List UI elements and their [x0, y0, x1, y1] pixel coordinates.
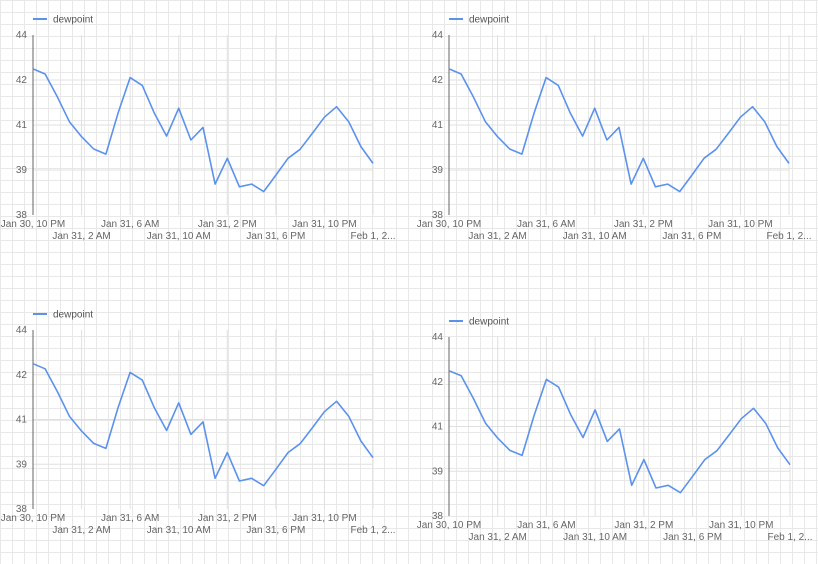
y-tick-label: 44 [16, 325, 28, 336]
x-tick-label: Jan 31, 6 PM [663, 532, 722, 543]
y-tick-label: 38 [16, 504, 28, 515]
x-tick-label: Jan 31, 10 AM [563, 532, 627, 543]
y-tick-label: 44 [432, 332, 444, 343]
y-tick-label: 39 [16, 459, 28, 470]
y-tick-label: 38 [432, 511, 444, 522]
x-tick-label: Jan 31, 10 PM [292, 219, 356, 230]
x-tick-label: Feb 1, 2... [350, 231, 395, 242]
x-tick-label: Jan 31, 10 PM [709, 520, 773, 531]
legend-label: dewpoint [53, 310, 93, 321]
x-tick-label: Jan 31, 10 PM [708, 219, 772, 230]
x-tick-label: Jan 31, 2 PM [614, 520, 673, 531]
x-tick-label: Jan 31, 10 AM [147, 231, 211, 242]
x-tick-label: Jan 31, 6 AM [101, 219, 159, 230]
x-tick-label: Feb 1, 2... [766, 231, 811, 242]
y-tick-label: 41 [432, 422, 444, 433]
x-tick-label: Jan 31, 6 AM [101, 513, 159, 524]
x-tick-label: Jan 31, 6 PM [246, 525, 305, 536]
series-line-dewpoint [32, 362, 374, 487]
x-tick-label: Jan 31, 2 PM [614, 219, 673, 230]
x-tick-label: Jan 31, 2 PM [198, 219, 257, 230]
x-tick-label: Jan 31, 2 AM [468, 231, 526, 242]
x-tick-label: Jan 31, 2 AM [469, 532, 527, 543]
y-tick-label: 38 [432, 210, 444, 221]
x-tick-label: Jan 30, 10 PM [1, 513, 65, 524]
y-tick-label: 42 [432, 377, 444, 388]
legend-label: dewpoint [469, 15, 509, 26]
y-tick-label: 38 [16, 210, 28, 221]
x-tick-label: Jan 31, 2 AM [52, 525, 110, 536]
x-tick-label: Jan 30, 10 PM [1, 219, 65, 230]
x-tick-label: Feb 1, 2... [767, 532, 812, 543]
x-tick-label: Jan 30, 10 PM [417, 219, 481, 230]
x-tick-label: Jan 31, 2 AM [52, 231, 110, 242]
y-tick-label: 41 [16, 415, 28, 426]
x-tick-label: Jan 31, 6 AM [517, 219, 575, 230]
x-tick-label: Jan 31, 6 PM [246, 231, 305, 242]
legend-label: dewpoint [469, 317, 509, 328]
y-tick-label: 42 [16, 370, 28, 381]
x-tick-label: Jan 30, 10 PM [417, 520, 481, 531]
y-tick-label: 39 [16, 165, 28, 176]
x-tick-label: Jan 31, 2 PM [198, 513, 257, 524]
y-tick-label: 39 [432, 165, 444, 176]
x-tick-label: Feb 1, 2... [350, 525, 395, 536]
x-tick-label: Jan 31, 6 PM [662, 231, 721, 242]
y-tick-label: 41 [432, 120, 444, 131]
y-tick-label: 44 [432, 30, 444, 41]
y-tick-label: 41 [16, 120, 28, 131]
x-tick-label: Jan 31, 10 PM [292, 513, 356, 524]
x-tick-label: Jan 31, 6 AM [517, 520, 575, 531]
y-tick-label: 44 [16, 30, 28, 41]
y-tick-label: 42 [432, 75, 444, 86]
x-tick-label: Jan 31, 10 AM [563, 231, 627, 242]
series-line-dewpoint [448, 369, 791, 494]
y-tick-label: 39 [432, 466, 444, 477]
y-tick-label: 42 [16, 75, 28, 86]
x-tick-label: Jan 31, 10 AM [147, 525, 211, 536]
legend-label: dewpoint [53, 15, 93, 26]
